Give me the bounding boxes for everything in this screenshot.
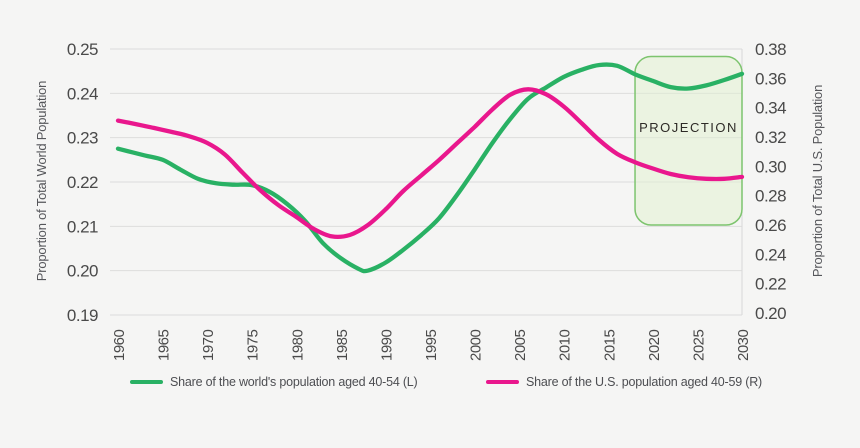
left-tick-label: 0.22 bbox=[67, 173, 98, 192]
legend-swatch-us bbox=[486, 380, 519, 384]
data-series bbox=[115, 62, 745, 274]
annotation-labels: PROJECTION bbox=[639, 120, 738, 135]
left-tick-label: 0.19 bbox=[67, 306, 98, 325]
right-tick-label: 0.22 bbox=[755, 275, 786, 294]
x-tick-label: 1975 bbox=[245, 329, 262, 361]
axis-tick-labels: 0.25 0.24 0.23 0.22 0.21 0.20 0.19 0.38 0.36 0.34… bbox=[67, 40, 787, 361]
x-tick-label: 2000 bbox=[468, 329, 485, 361]
right-tick-label: 0.30 bbox=[755, 157, 786, 176]
left-tick-label: 0.25 bbox=[67, 40, 98, 59]
right-tick-label: 0.20 bbox=[755, 304, 786, 323]
x-tick-label: 2005 bbox=[512, 329, 529, 361]
x-tick-label: 1970 bbox=[200, 329, 217, 361]
right-tick-label: 0.36 bbox=[755, 69, 786, 88]
x-tick-label: 1995 bbox=[423, 329, 440, 361]
x-tick-label: 2020 bbox=[646, 329, 663, 361]
right-tick-label: 0.26 bbox=[755, 216, 786, 235]
x-tick-label: 1990 bbox=[378, 329, 395, 361]
right-tick-label: 0.34 bbox=[755, 99, 786, 118]
x-tick-label: 2015 bbox=[601, 329, 618, 361]
legend-label-us: Share of the U.S. population aged 40-59 … bbox=[526, 375, 762, 389]
x-tick-label: 1960 bbox=[111, 329, 128, 361]
left-tick-label: 0.21 bbox=[67, 217, 98, 236]
right-tick-label: 0.24 bbox=[755, 245, 786, 264]
series-line-1 bbox=[115, 87, 745, 240]
right-tick-label: 0.38 bbox=[755, 40, 786, 59]
x-tick-label: 2030 bbox=[735, 329, 752, 361]
x-tick-label: 2010 bbox=[557, 329, 574, 361]
legend-swatch-world bbox=[130, 380, 163, 384]
x-tick-label: 1965 bbox=[156, 329, 173, 361]
projection-region bbox=[634, 55, 743, 226]
right-tick-label: 0.32 bbox=[755, 128, 786, 147]
legend-label-world: Share of the world's population aged 40-… bbox=[170, 375, 418, 389]
left-tick-label: 0.24 bbox=[67, 84, 98, 103]
left-tick-label: 0.20 bbox=[67, 262, 98, 281]
legend-item-world: Share of the world's population aged 40-… bbox=[130, 374, 418, 390]
x-tick-label: 2025 bbox=[690, 329, 707, 361]
projection-label: PROJECTION bbox=[639, 120, 738, 135]
x-tick-label: 1980 bbox=[289, 329, 306, 361]
x-tick-label: 1985 bbox=[334, 329, 351, 361]
series-line-0 bbox=[115, 62, 745, 274]
legend-item-us: Share of the U.S. population aged 40-59 … bbox=[486, 374, 762, 390]
right-tick-label: 0.28 bbox=[755, 187, 786, 206]
left-tick-label: 0.23 bbox=[67, 129, 98, 148]
projection-box bbox=[634, 55, 743, 226]
